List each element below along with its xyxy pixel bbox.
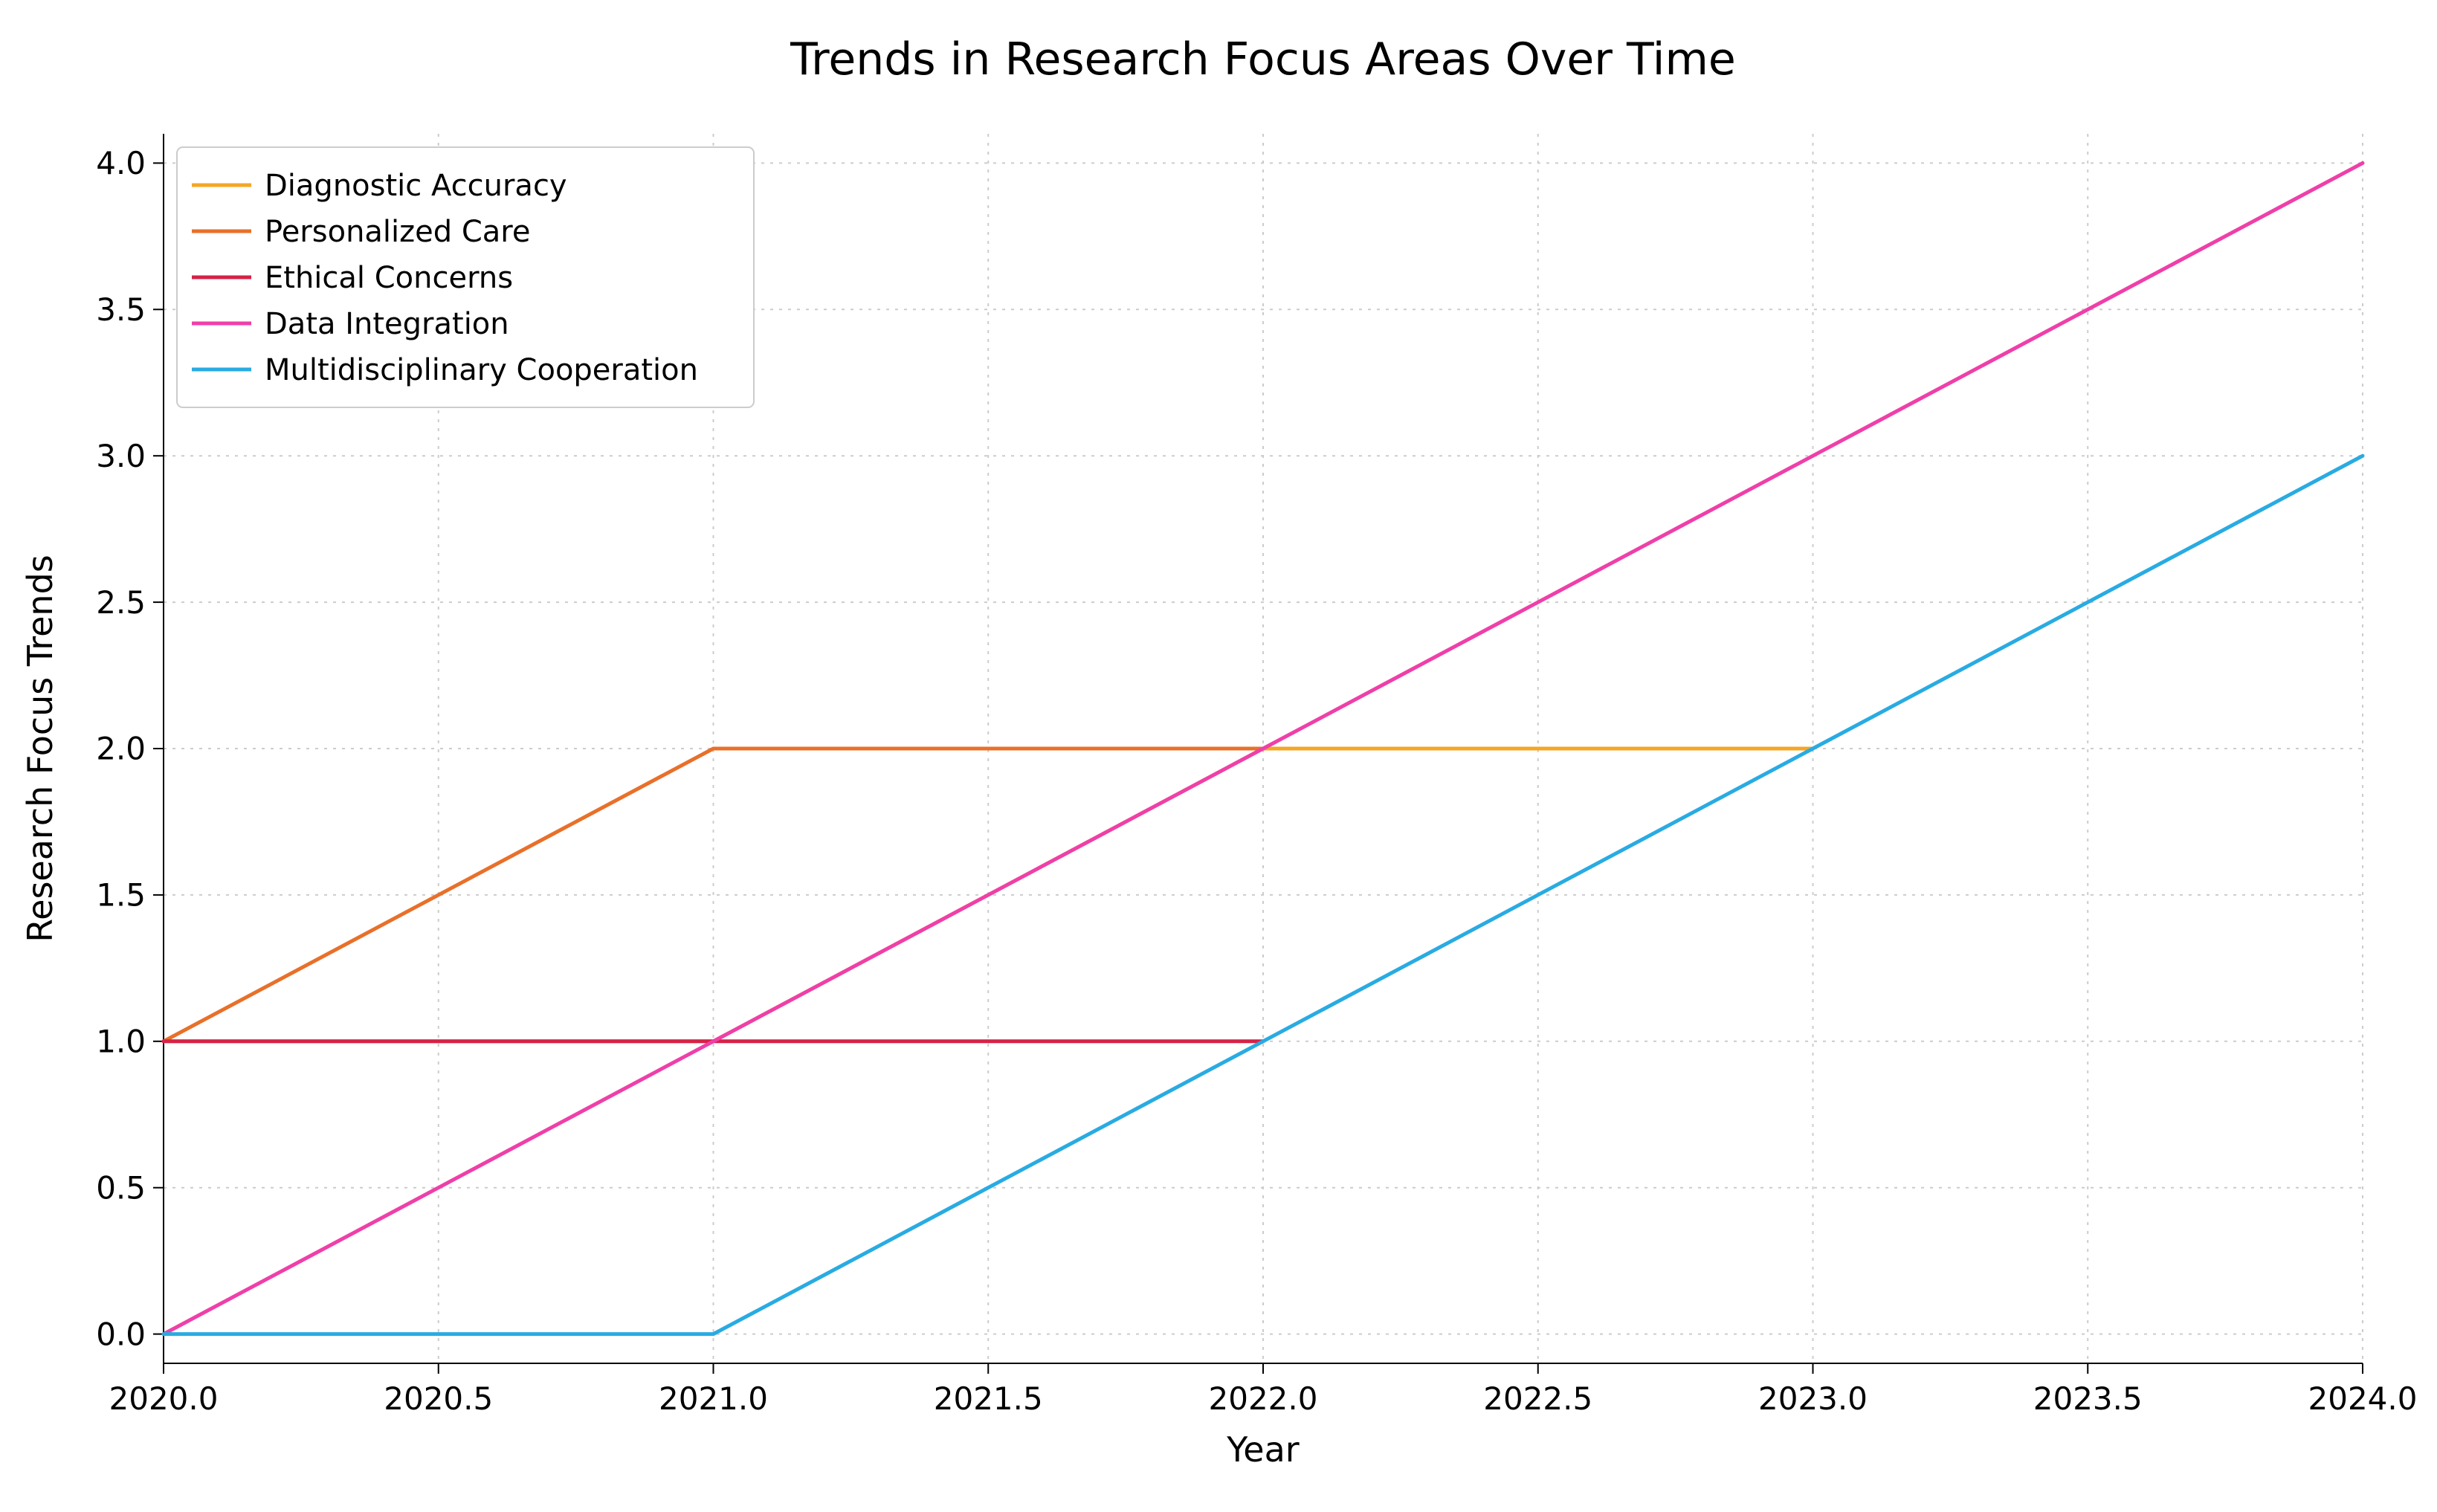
x-tick-label: 2024.0 <box>2308 1380 2418 1417</box>
y-tick-label: 1.0 <box>96 1024 146 1060</box>
y-tick-label: 3.5 <box>96 291 146 328</box>
y-tick-label: 2.0 <box>96 731 146 767</box>
x-ticks: 2020.0 2020.5 2021.0 2021.5 2022.0 2022.5 2023… <box>109 1363 2418 1417</box>
legend: Diagnostic Accuracy Personalized Care Ethi… <box>177 147 754 407</box>
y-tick-label: 4.0 <box>96 145 146 181</box>
legend-label: Ethical Concerns <box>265 261 513 295</box>
legend-label: Personalized Care <box>265 215 530 249</box>
x-axis-label: Year <box>1226 1429 1299 1470</box>
x-tick-label: 2021.0 <box>659 1380 768 1417</box>
x-tick-label: 2022.0 <box>1209 1380 1318 1417</box>
legend-label: Data Integration <box>265 307 509 341</box>
y-tick-label: 1.5 <box>96 877 146 914</box>
line-chart: 2020.0 2020.5 2021.0 2021.5 2022.0 2022.5 2023… <box>0 0 2437 1512</box>
x-tick-label: 2023.5 <box>2033 1380 2143 1417</box>
y-tick-label: 2.5 <box>96 584 146 621</box>
x-tick-label: 2021.5 <box>934 1380 1043 1417</box>
y-ticks: 0.0 0.5 1.0 1.5 2.0 2.5 3.0 3.5 4.0 <box>96 145 164 1352</box>
y-axis-label: Research Focus Trends <box>20 555 60 942</box>
chart-container: 2020.0 2020.5 2021.0 2021.5 2022.0 2022.5 2023… <box>0 0 2437 1512</box>
x-tick-label: 2020.5 <box>384 1380 493 1417</box>
chart-title: Trends in Research Focus Areas Over Time <box>790 33 1736 85</box>
legend-label: Diagnostic Accuracy <box>265 169 567 203</box>
y-tick-label: 3.0 <box>96 438 146 474</box>
x-tick-label: 2023.0 <box>1758 1380 1868 1417</box>
y-tick-label: 0.0 <box>96 1316 146 1352</box>
x-tick-label: 2022.5 <box>1483 1380 1592 1417</box>
y-tick-label: 0.5 <box>96 1169 146 1206</box>
x-tick-label: 2020.0 <box>109 1380 219 1417</box>
legend-label: Multidisciplinary Cooperation <box>265 353 698 387</box>
